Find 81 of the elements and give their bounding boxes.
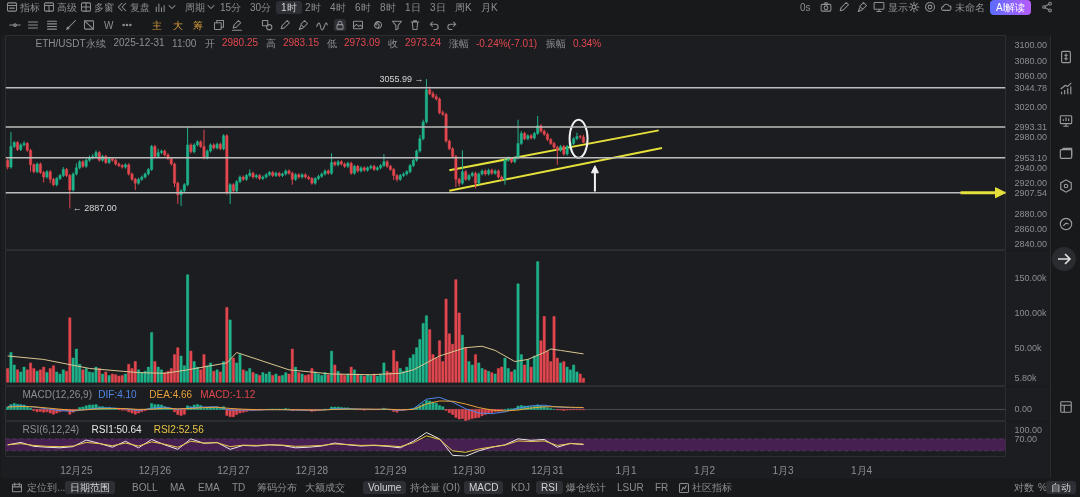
- text: 自动: [1046, 481, 1076, 494]
- text: Volume: [363, 481, 407, 494]
- chart-title: RSI(6,12,24) RSI1:50.64 RSI2:52.56: [22, 423, 204, 435]
- y-tick-label: 2860.00: [1014, 224, 1048, 235]
- x-tick-label: 12月26: [138, 464, 172, 476]
- x-tick-label: 1月3: [772, 464, 795, 476]
- text: FR: [655, 481, 669, 494]
- text: 30分: [250, 1, 272, 14]
- text: 持仓量 (OI): [410, 481, 460, 494]
- text: TD: [232, 481, 246, 494]
- x-tick-label: 1月4: [850, 464, 873, 476]
- text: 筹码分布: [257, 481, 297, 494]
- text: BOLL: [132, 481, 158, 494]
- text: 8时: [380, 1, 396, 14]
- text: AI解读: [990, 0, 1032, 15]
- x-tick-label: 1月1: [615, 464, 637, 476]
- text: RSI: [536, 481, 563, 494]
- text: %: [1038, 481, 1047, 494]
- chart-title: MACD(12,26,9) DIF:4.10 DEA:4.66 MACD:-1.12: [22, 388, 256, 400]
- x-tick-label: 1月2: [693, 464, 716, 476]
- text: MA: [170, 481, 185, 494]
- text: 15分: [220, 1, 242, 14]
- text: 1日: [405, 1, 421, 14]
- text: 显示: [888, 1, 908, 14]
- text: EMA: [198, 481, 220, 494]
- text: 周期: [185, 1, 205, 14]
- y-tick-label: 5.80k: [1014, 373, 1038, 384]
- y-tick-label: 3100.00: [1014, 40, 1048, 51]
- text: 大额成交: [305, 481, 345, 494]
- ref-line-label: 3044.78: [1014, 82, 1048, 93]
- text: 筹: [193, 19, 203, 32]
- ref-line-label: 2953.10: [1014, 152, 1048, 163]
- x-tick-label: 12月27: [217, 464, 250, 476]
- x-tick-label: 12月25: [60, 464, 93, 476]
- y-tick-label: 3080.00: [1014, 55, 1048, 66]
- text: 爆仓统计: [566, 481, 606, 494]
- text: MACD: [464, 481, 504, 494]
- y-tick-label: 2840.00: [1014, 239, 1048, 250]
- text: 复盘: [130, 1, 150, 14]
- x-tick-label: 12月28: [295, 464, 329, 476]
- text: 月K: [481, 1, 498, 14]
- text: KDJ: [511, 481, 530, 494]
- text: 0.00: [1014, 404, 1033, 415]
- y-tick-label: 2920.00: [1014, 178, 1048, 189]
- annotation: 3055.99 →: [379, 74, 424, 85]
- text: W: [104, 19, 114, 32]
- y-tick-label: 2980.00: [1014, 132, 1048, 143]
- text: 大: [173, 19, 183, 32]
- text: 定位到...: [27, 481, 66, 494]
- text: 日期范围: [65, 481, 115, 494]
- chart-title: ETH/USDT永续 2025-12-31 11:00 开 2980.25 高 2983.15 低 2973.09 收 2973.24 涨幅 -0.24%(-7.01) 振幅 0.34%: [35, 36, 602, 49]
- y-tick-label: 100.00k: [1014, 307, 1048, 318]
- x-tick-label: 12月30: [452, 464, 486, 476]
- text: 主: [152, 19, 162, 32]
- text: 6时: [355, 1, 371, 14]
- text: 高级: [57, 1, 77, 14]
- text: 周K: [455, 1, 472, 14]
- text: 指标: [20, 1, 40, 14]
- text: 对数: [1014, 481, 1034, 494]
- text: 未命名: [955, 1, 985, 14]
- y-tick-label: 3060.00: [1014, 71, 1048, 82]
- x-tick-label: 12月29: [374, 464, 408, 476]
- x-tick-label: 12月31: [531, 464, 565, 476]
- y-tick-label: 100.00: [1014, 424, 1043, 435]
- text: 4时: [330, 1, 346, 14]
- ref-line-label: 2907.54: [1014, 187, 1048, 198]
- y-tick-label: 2880.00: [1014, 208, 1048, 219]
- y-tick-label: 70.00: [1014, 433, 1038, 444]
- annotation: ← 2887.00: [72, 203, 117, 214]
- text: 1时: [276, 1, 302, 14]
- text: 多窗: [94, 1, 114, 14]
- ref-line-label: 2993.31: [1014, 122, 1048, 133]
- text: 0s: [800, 1, 811, 14]
- y-tick-label: 50.00k: [1014, 342, 1043, 353]
- text: 3日: [430, 1, 446, 14]
- text: 2时: [305, 1, 321, 14]
- y-tick-label: 150.00k: [1014, 273, 1048, 284]
- y-tick-label: 3020.00: [1014, 101, 1048, 112]
- text: 社区指标: [692, 481, 732, 494]
- y-tick-label: 2940.00: [1014, 162, 1048, 173]
- text: LSUR: [617, 481, 644, 494]
